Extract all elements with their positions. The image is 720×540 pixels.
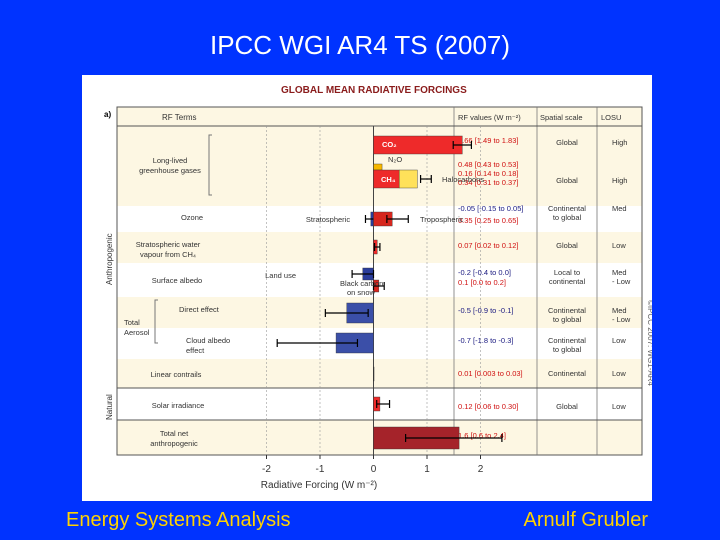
losu-value: Med xyxy=(612,204,627,213)
bar-label-n2o: N₂O xyxy=(388,155,402,164)
rf-value: 0.48 [0.43 to 0.53] xyxy=(458,160,518,169)
x-tick-label: 1 xyxy=(424,464,430,475)
rf-term-label: vapour from CH₄ xyxy=(140,250,196,259)
spatial-scale: Global xyxy=(556,176,578,185)
copyright: ©IPCC 2007: WG1-AR4 xyxy=(646,300,652,386)
bar-label-land-use: Land use xyxy=(265,271,296,280)
footer-left: Energy Systems Analysis xyxy=(66,509,291,531)
footer-right: Arnulf Grubler xyxy=(523,509,649,531)
x-axis-label: Radiative Forcing (W m⁻²) xyxy=(261,480,377,491)
bar-label-tropospheric: Tropospheric xyxy=(420,215,464,224)
rf-value: 0.01 [0.003 to 0.03] xyxy=(458,369,523,378)
rf-value: 0.35 [0.25 to 0.65] xyxy=(458,216,518,225)
rf-term-label: Solar irradiance xyxy=(152,401,205,410)
spatial-scale: Local to xyxy=(554,268,580,277)
spatial-scale: continental xyxy=(549,277,586,286)
slide-title: IPCC WGI AR4 TS (2007) xyxy=(209,30,511,60)
x-tick-label: 0 xyxy=(371,464,377,475)
group-natural: Natural xyxy=(105,394,114,420)
bar-n2o xyxy=(373,163,383,171)
aerosol-label: Aerosol xyxy=(124,328,150,337)
bar-label-halocarbons: Halocarbons xyxy=(442,175,484,184)
rf-term-label: Ozone xyxy=(181,213,203,222)
losu-value: Low xyxy=(612,336,626,345)
losu-value: Low xyxy=(612,369,626,378)
rf-term-label: Long-lived xyxy=(153,156,188,165)
losu-value: Med xyxy=(612,306,627,315)
rf-value: 0.12 [0.06 to 0.30] xyxy=(458,402,518,411)
rf-term-label: Total net xyxy=(160,429,189,438)
spatial-scale: Global xyxy=(556,402,578,411)
row-background xyxy=(117,263,642,297)
rf-term-label: effect xyxy=(186,346,205,355)
losu-value: Med xyxy=(612,268,627,277)
chart-title: GLOBAL MEAN RADIATIVE FORCINGS xyxy=(281,85,467,96)
chart-frame xyxy=(116,106,643,456)
bar-label-ch4: CH₄ xyxy=(381,175,396,184)
x-tick-label: -2 xyxy=(262,464,271,475)
losu-value: Low xyxy=(612,402,626,411)
spatial-scale: Global xyxy=(556,138,578,147)
rf-value: -0.05 [-0.15 to 0.05] xyxy=(458,204,523,213)
x-tick-label: -1 xyxy=(316,464,325,475)
spatial-scale: to global xyxy=(553,345,582,354)
header-background xyxy=(117,107,642,126)
rf-term-label: Linear contrails xyxy=(151,370,202,379)
losu-value: High xyxy=(612,138,627,147)
spatial-scale: Global xyxy=(556,241,578,250)
losu-value: Low xyxy=(612,241,626,250)
losu-value: High xyxy=(612,176,627,185)
rf-term-label: Surface albedo xyxy=(152,276,202,285)
spatial-scale: Continental xyxy=(548,306,586,315)
spatial-scale: Continental xyxy=(548,369,586,378)
x-tick-label: 2 xyxy=(478,464,484,475)
rf-value: 0.34 [0.31 to 0.37] xyxy=(458,178,518,187)
rf-value: 0.16 [0.14 to 0.18] xyxy=(458,169,518,178)
group-anthropogenic: Anthropogenic xyxy=(105,233,114,285)
rf-term-label: greenhouse gases xyxy=(139,166,201,175)
rf-term-label: Cloud albedo xyxy=(186,336,230,345)
header-losu: LOSU xyxy=(601,113,621,122)
header-rf-values: RF values (W m⁻²) xyxy=(458,113,521,122)
spatial-scale: Continental xyxy=(548,336,586,345)
rf-value: -0.2 [-0.4 to 0.0] xyxy=(458,268,511,277)
spatial-scale: to global xyxy=(553,213,582,222)
rf-value: -0.5 [-0.9 to -0.1] xyxy=(458,306,513,315)
row-background xyxy=(117,328,642,359)
radiative-forcing-chart: GLOBAL MEAN RADIATIVE FORCINGS a) RF Terms… xyxy=(104,85,652,491)
losu-value: - Low xyxy=(612,315,631,324)
chart-panel: GLOBAL MEAN RADIATIVE FORCINGS a) RF Terms… xyxy=(82,75,652,501)
rf-value: 1.66 [1.49 to 1.83] xyxy=(458,136,518,145)
panel-label: a) xyxy=(104,110,111,119)
rf-value: 0.07 [0.02 to 0.12] xyxy=(458,241,518,250)
spatial-scale: to global xyxy=(553,315,582,324)
losu-value: - Low xyxy=(612,277,631,286)
bar-linear-contrails xyxy=(373,366,375,382)
aerosol-bracket xyxy=(154,299,158,344)
rf-term-label: Stratospheric water xyxy=(136,240,201,249)
bar-label-co2: CO₂ xyxy=(382,140,397,149)
header-spatial: Spatial scale xyxy=(540,113,583,122)
bar-halocarbons xyxy=(398,169,418,189)
bar-label-stratospheric: Stratospheric xyxy=(306,215,350,224)
rf-value: 1.6 [0.6 to 2.4] xyxy=(458,431,506,440)
spatial-scale: Continental xyxy=(548,204,586,213)
rf-value: -0.7 [-1.8 to -0.3] xyxy=(458,336,513,345)
row-background xyxy=(117,297,642,328)
rf-term-label: anthropogenic xyxy=(150,439,198,448)
aerosol-label: Total xyxy=(124,318,140,327)
bar-label-black-carbon: on snow xyxy=(347,288,376,297)
row-background xyxy=(117,359,642,388)
header-rf-terms: RF Terms xyxy=(162,113,197,122)
bar-label-black-carbon: Black carbon xyxy=(340,279,383,288)
rf-term-label: Direct effect xyxy=(179,305,220,314)
rf-value: 0.1 [0.0 to 0.2] xyxy=(458,278,506,287)
ghg-bracket xyxy=(208,134,212,196)
